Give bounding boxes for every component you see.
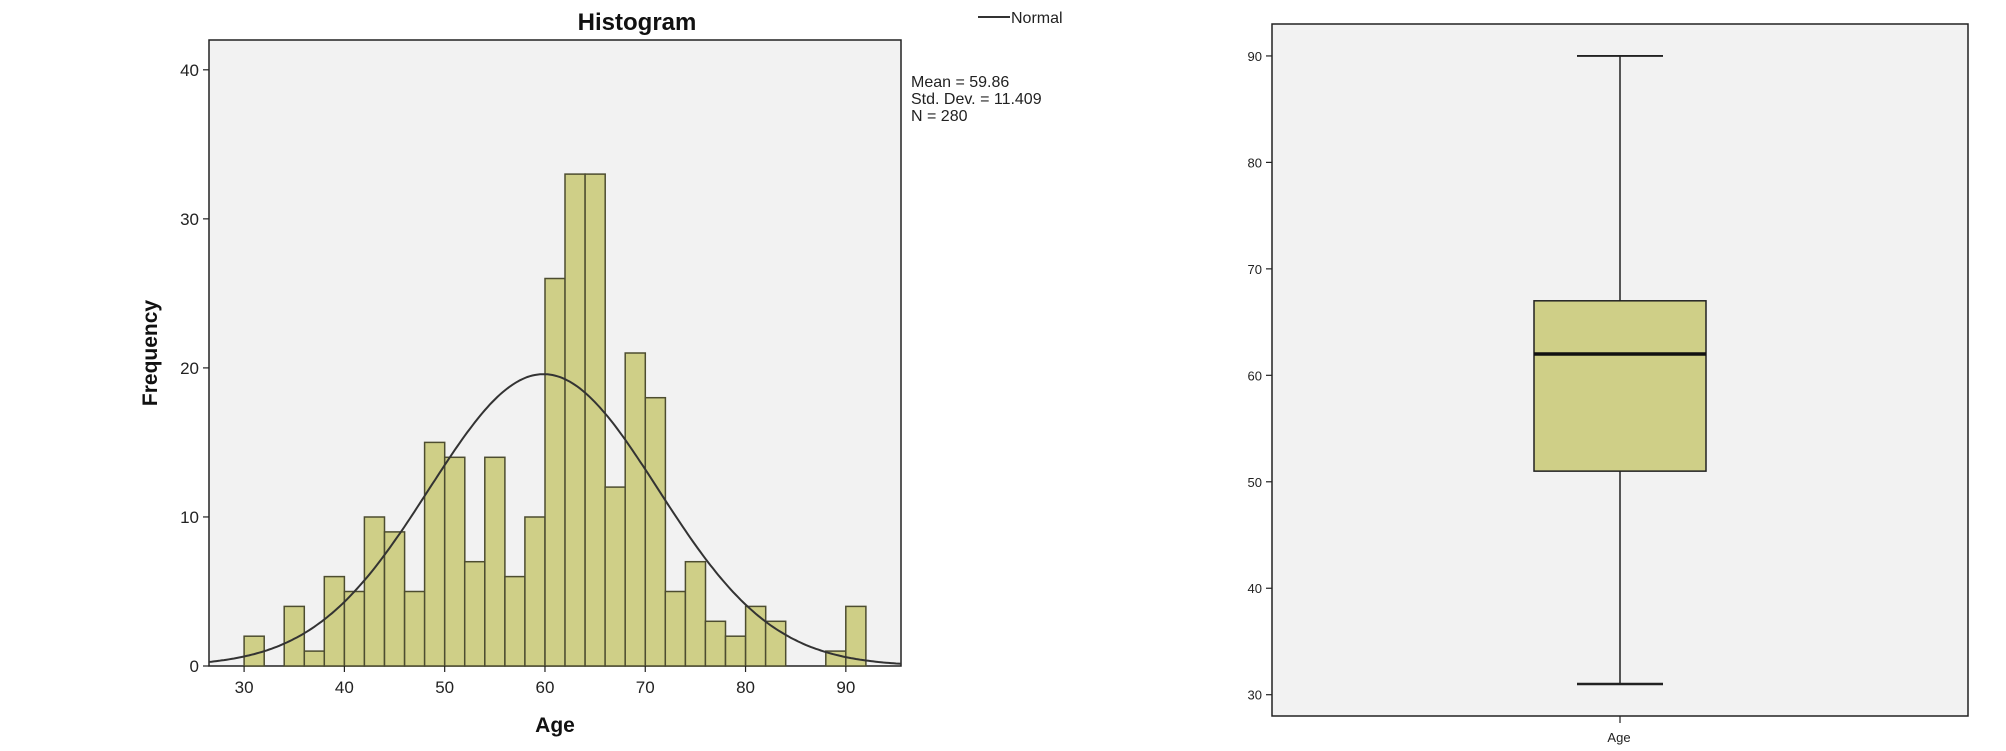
boxplot-y-tick-label: 50 <box>1248 475 1262 490</box>
normal-curve <box>208 373 902 665</box>
boxplot-y-tick-label: 60 <box>1248 368 1262 383</box>
histogram-stats: Mean = 59.86 Std. Dev. = 11.409 N = 280 <box>911 74 1042 125</box>
boxplot-y-tick-label: 80 <box>1248 155 1262 170</box>
histogram-chart: Histogram 30 40 50 60 70 80 90 0 10 20 30 40 Age Fr… <box>139 9 1063 737</box>
stats-std-dev: Std. Dev. = 11.409 <box>911 91 1042 108</box>
histogram-y-axis-label: Frequency <box>139 300 162 407</box>
histogram-bar <box>644 396 667 667</box>
histogram-x-tick-label: 80 <box>736 678 755 697</box>
histogram-bar <box>303 650 326 667</box>
histogram-x-tick-label: 50 <box>435 678 454 697</box>
histogram-bar <box>584 173 606 667</box>
histogram-bar <box>524 516 546 667</box>
histogram-axes: 30 40 50 60 70 80 90 0 10 20 30 40 <box>180 61 855 697</box>
histogram-bar <box>484 456 506 667</box>
histogram-bar <box>664 590 687 667</box>
boxplot-y-tick-label: 40 <box>1248 581 1262 596</box>
histogram-bar <box>564 173 586 667</box>
histogram-y-tick-label: 30 <box>180 210 199 229</box>
histogram-bar <box>363 516 386 667</box>
histogram-bar <box>544 277 566 667</box>
histogram-bar <box>724 635 747 667</box>
histogram-bar <box>845 605 867 667</box>
histogram-x-tick-label: 30 <box>235 678 254 697</box>
histogram-bar <box>744 605 767 667</box>
histogram-bar <box>443 456 466 667</box>
histogram-y-tick-label: 40 <box>180 61 199 80</box>
boxplot-x-category-label: Age <box>1607 730 1630 745</box>
boxplot-chart: 30 40 50 60 70 80 90 Age <box>1248 23 1969 745</box>
histogram-y-tick-label: 10 <box>180 508 199 527</box>
histogram-bar <box>423 441 446 667</box>
histogram-bar <box>283 605 306 667</box>
histogram-x-tick-label: 60 <box>536 678 555 697</box>
stats-mean: Mean = 59.86 <box>911 74 1009 91</box>
histogram-bar <box>463 560 486 667</box>
histogram-x-axis-label: Age <box>535 714 575 737</box>
histogram-y-tick-label: 0 <box>190 657 199 676</box>
stats-n: N = 280 <box>911 108 968 125</box>
histogram-y-tick-label: 20 <box>180 359 199 378</box>
boxplot-y-tick-label: 70 <box>1248 262 1262 277</box>
histogram-bar <box>403 590 426 667</box>
histogram-bar <box>323 575 346 667</box>
histogram-bar <box>604 486 626 667</box>
boxplot-y-tick-label: 90 <box>1248 49 1262 64</box>
histogram-bar <box>704 620 727 667</box>
histogram-x-tick-label: 40 <box>335 678 354 697</box>
histogram-bar <box>504 575 526 667</box>
histogram-title: Histogram <box>578 9 697 36</box>
histogram-bar <box>343 590 366 667</box>
legend-normal-label: Normal <box>1011 10 1063 27</box>
histogram-bar <box>624 352 647 667</box>
histogram-x-tick-label: 90 <box>836 678 855 697</box>
boxplot-axes: 30 40 50 60 70 80 90 <box>1248 49 1621 723</box>
histogram-bar <box>243 635 265 667</box>
histogram-x-tick-label: 70 <box>636 678 655 697</box>
boxplot-box <box>1533 300 1707 472</box>
histogram-legend: Normal <box>978 10 1063 27</box>
boxplot-y-tick-label: 30 <box>1248 688 1262 703</box>
histogram-bar <box>684 560 707 667</box>
boxplot-marks <box>1533 55 1707 686</box>
